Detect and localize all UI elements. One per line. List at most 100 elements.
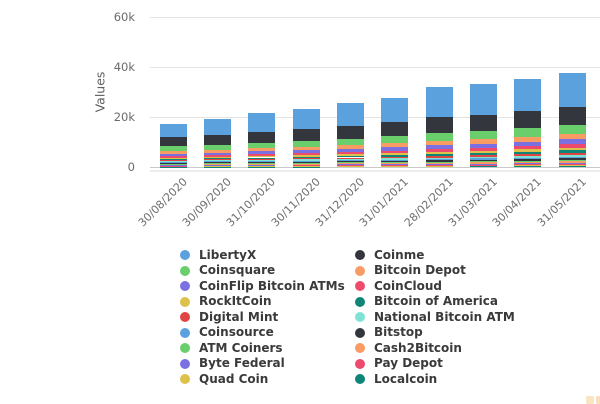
- bar-segment[interactable]: [514, 160, 542, 163]
- bar-segment[interactable]: [203, 164, 231, 165]
- bar-segment[interactable]: [336, 165, 364, 167]
- bar-segment[interactable]: [336, 157, 364, 159]
- bar-segment[interactable]: [381, 122, 409, 137]
- bar-segment[interactable]: [558, 162, 586, 165]
- legend-item[interactable]: Digital Mint: [180, 310, 278, 325]
- bar-segment[interactable]: [336, 154, 364, 156]
- bar-segment[interactable]: [159, 159, 187, 161]
- bar-segment[interactable]: [514, 159, 542, 161]
- legend-item[interactable]: Quad Coin: [180, 372, 268, 387]
- legend-item[interactable]: National Bitcoin ATM: [355, 310, 515, 325]
- bar-segment[interactable]: [336, 166, 364, 167]
- bar-segment[interactable]: [425, 159, 453, 161]
- bar-segment[interactable]: [336, 155, 364, 158]
- bar-segment[interactable]: [469, 143, 497, 148]
- bar-segment[interactable]: [248, 159, 276, 162]
- bar-segment[interactable]: [292, 159, 320, 161]
- bar-segment[interactable]: [203, 160, 231, 162]
- bar-segment[interactable]: [336, 165, 364, 166]
- bar-segment[interactable]: [558, 154, 586, 157]
- bar-segment[interactable]: [514, 111, 542, 129]
- legend-item[interactable]: RockItCoin: [180, 294, 272, 309]
- bar-segment[interactable]: [558, 160, 586, 162]
- bar-segment[interactable]: [514, 146, 542, 150]
- bar-segment[interactable]: [558, 164, 586, 166]
- bar-segment[interactable]: [203, 156, 231, 159]
- bar-segment[interactable]: [381, 165, 409, 167]
- bar-segment[interactable]: [514, 141, 542, 147]
- bar-segment[interactable]: [248, 113, 276, 133]
- bar-segment[interactable]: [292, 164, 320, 166]
- legend-item[interactable]: Coinsquare: [180, 263, 275, 278]
- bar-segment[interactable]: [469, 158, 497, 160]
- bar-segment[interactable]: [514, 157, 542, 160]
- bar-segment[interactable]: [159, 161, 187, 163]
- bar-segment[interactable]: [514, 166, 542, 167]
- bar-segment[interactable]: [336, 144, 364, 149]
- bar-segment[interactable]: [469, 166, 497, 167]
- bar-segment[interactable]: [381, 166, 409, 167]
- bar-segment[interactable]: [425, 140, 453, 145]
- legend-item[interactable]: LibertyX: [180, 248, 256, 263]
- bar-segment[interactable]: [558, 139, 586, 145]
- bar-segment[interactable]: [381, 153, 409, 156]
- bar-segment[interactable]: [514, 155, 542, 158]
- bar-segment[interactable]: [292, 163, 320, 165]
- bar-segment[interactable]: [292, 109, 320, 130]
- bar-segment[interactable]: [292, 140, 320, 147]
- bar-segment[interactable]: [203, 166, 231, 167]
- bar-segment[interactable]: [203, 149, 231, 153]
- bar-segment[interactable]: [248, 154, 276, 156]
- bar-segment[interactable]: [469, 162, 497, 164]
- bar-segment[interactable]: [336, 125, 364, 139]
- bar-segment[interactable]: [292, 160, 320, 162]
- bar-segment[interactable]: [248, 158, 276, 160]
- bar-segment[interactable]: [469, 155, 497, 157]
- bar-segment[interactable]: [292, 166, 320, 167]
- bar-segment[interactable]: [381, 142, 409, 147]
- bar-segment[interactable]: [381, 163, 409, 164]
- bar-segment[interactable]: [425, 166, 453, 167]
- bar-segment[interactable]: [381, 156, 409, 159]
- bar-segment[interactable]: [159, 163, 187, 165]
- legend-item[interactable]: Bitcoin Depot: [355, 263, 466, 278]
- bar-segment[interactable]: [425, 117, 453, 134]
- bar-segment[interactable]: [336, 160, 364, 162]
- bar-segment[interactable]: [159, 166, 187, 167]
- legend-item[interactable]: Pay Depot: [355, 356, 443, 371]
- bar-segment[interactable]: [469, 139, 497, 144]
- legend-item[interactable]: ATM Coiners: [180, 341, 283, 356]
- bar-segment[interactable]: [558, 158, 586, 161]
- bar-segment[interactable]: [248, 165, 276, 166]
- bar-segment[interactable]: [292, 158, 320, 160]
- bar-segment[interactable]: [469, 156, 497, 159]
- bar-segment[interactable]: [558, 165, 586, 167]
- bar-segment[interactable]: [558, 150, 586, 153]
- bar-segment[interactable]: [425, 87, 453, 118]
- bar-segment[interactable]: [248, 148, 276, 152]
- bar-segment[interactable]: [425, 160, 453, 162]
- bar-segment[interactable]: [558, 124, 586, 134]
- bar-segment[interactable]: [159, 164, 187, 165]
- bar-segment[interactable]: [292, 155, 320, 157]
- bar-segment[interactable]: [381, 164, 409, 166]
- bar-segment[interactable]: [469, 159, 497, 162]
- bar-segment[interactable]: [159, 153, 187, 156]
- bar-segment[interactable]: [514, 154, 542, 156]
- bar-segment[interactable]: [514, 149, 542, 152]
- bar-segment[interactable]: [159, 151, 187, 154]
- legend-item[interactable]: Bitstop: [355, 325, 423, 340]
- bar-segment[interactable]: [203, 134, 231, 145]
- bar-segment[interactable]: [336, 138, 364, 145]
- bar-segment[interactable]: [159, 146, 187, 152]
- bar-segment[interactable]: [381, 146, 409, 151]
- bar-segment[interactable]: [558, 133, 586, 140]
- bar-segment[interactable]: [336, 162, 364, 164]
- bar-segment[interactable]: [336, 164, 364, 165]
- bar-segment[interactable]: [292, 146, 320, 150]
- bar-segment[interactable]: [159, 155, 187, 158]
- bar-segment[interactable]: [248, 142, 276, 149]
- bar-segment[interactable]: [292, 161, 320, 163]
- legend-item[interactable]: Coinsource: [180, 325, 274, 340]
- bar-segment[interactable]: [248, 132, 276, 143]
